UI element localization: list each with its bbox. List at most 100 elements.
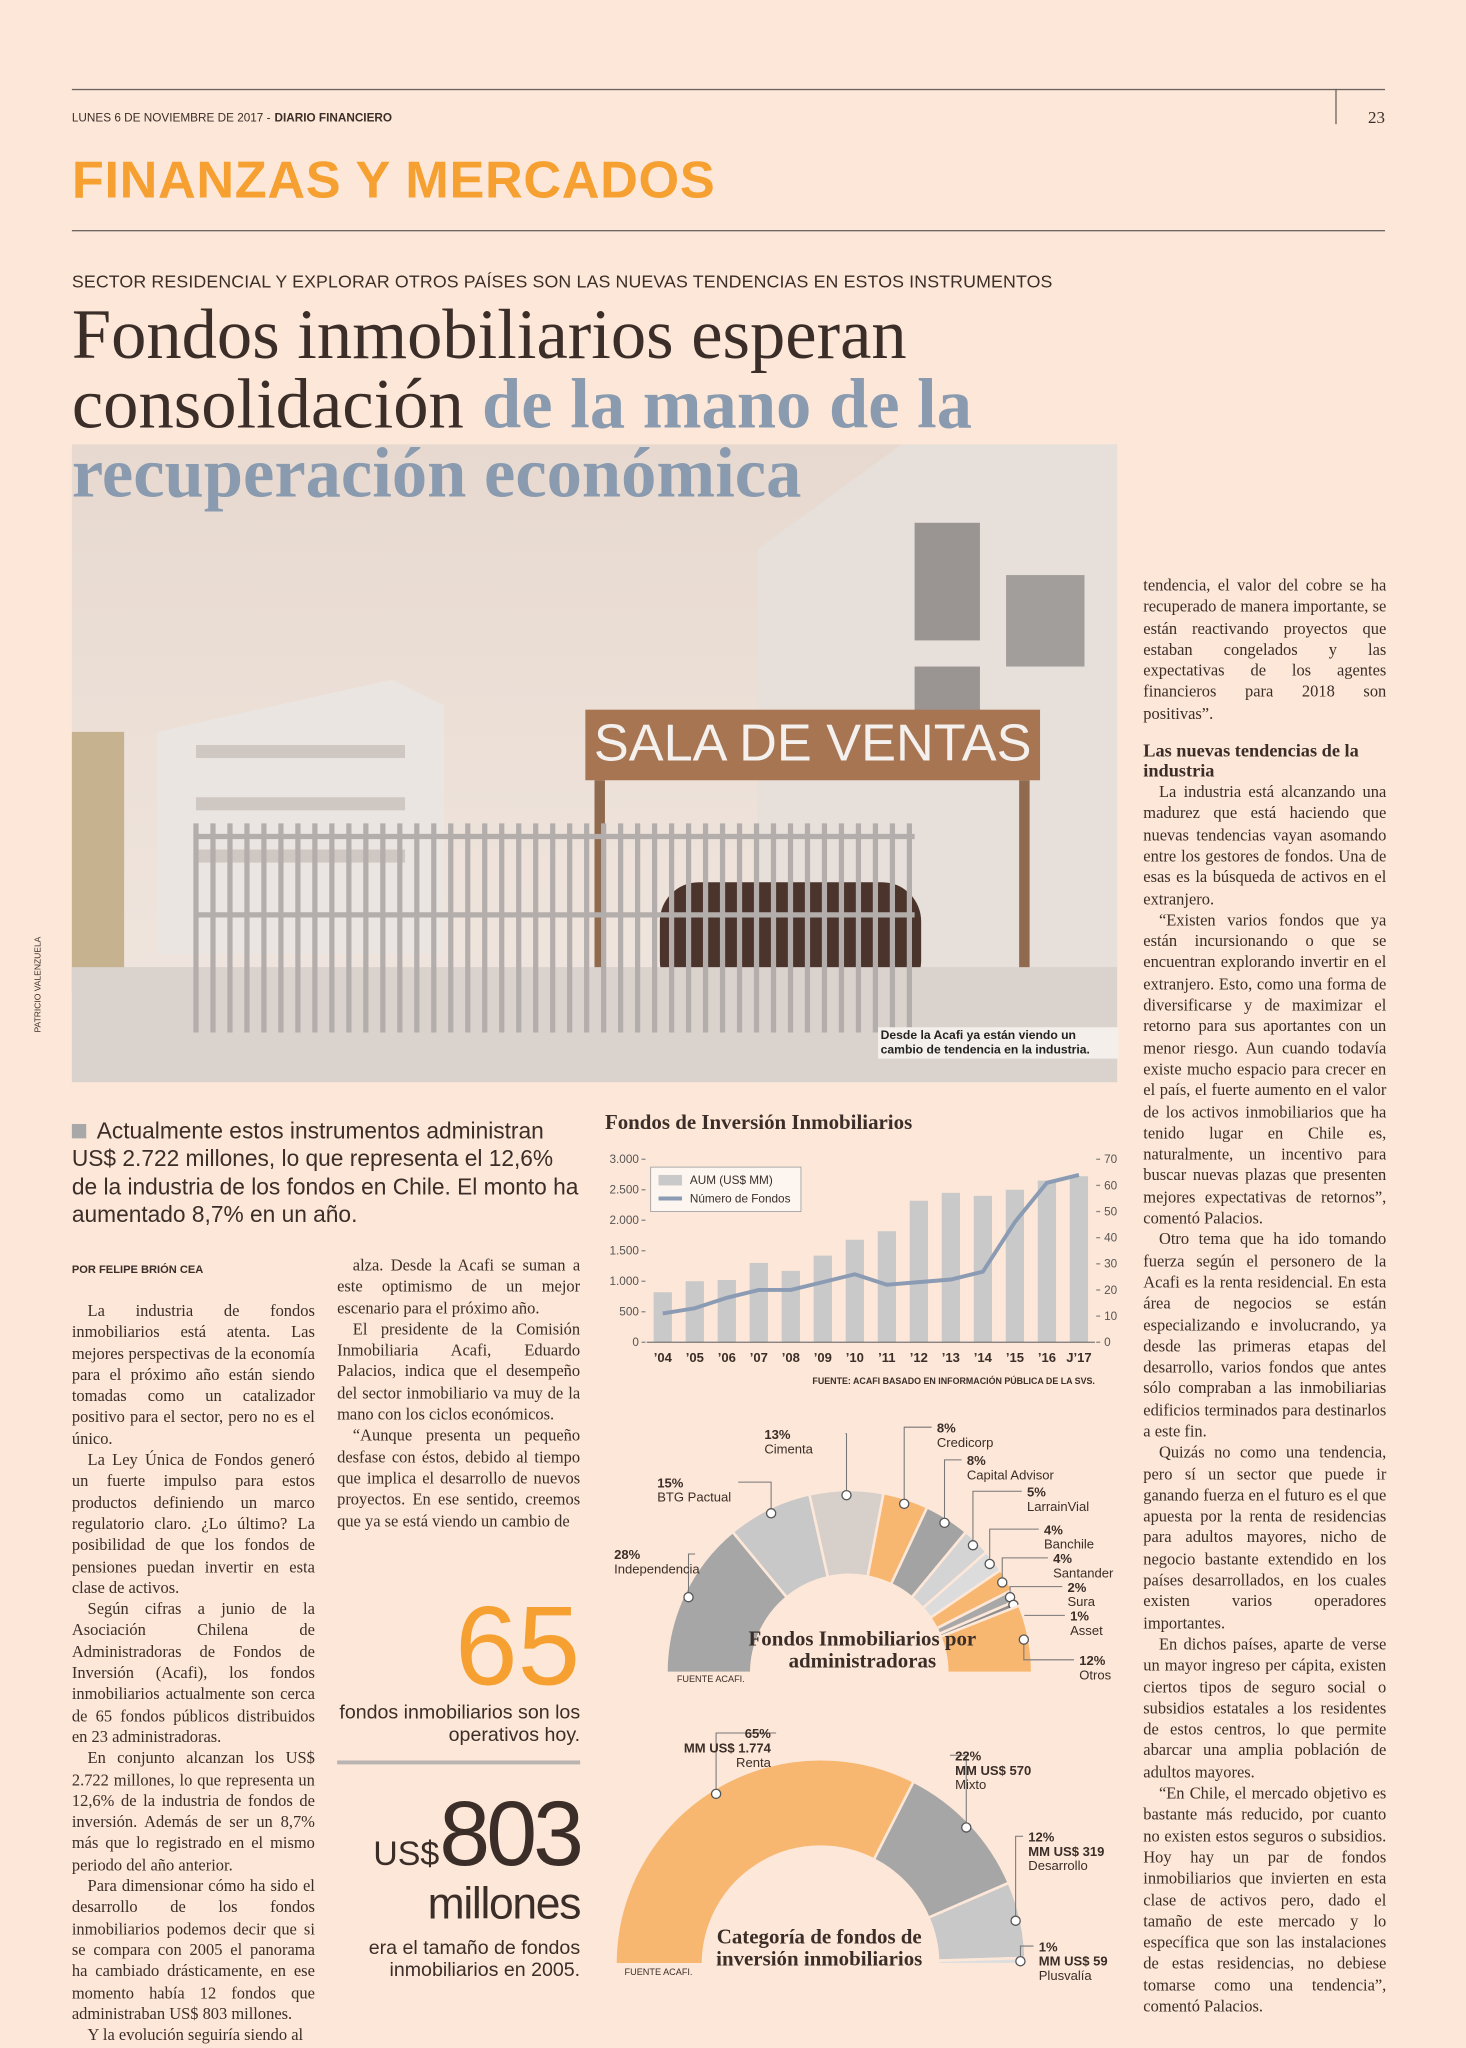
- bar: [845, 1239, 864, 1343]
- paragraph: Y la evolución seguiría siendo al: [87, 2025, 304, 2045]
- chart-source: FUENTE ACAFI.: [625, 1967, 693, 1977]
- x-tick-label: ’05: [686, 1350, 704, 1365]
- chart-title: Categoría de fondos de inversión inmobil…: [716, 1926, 923, 1971]
- paragraph: “En Chile, el mercado objetivo es bastan…: [1143, 1784, 1387, 2016]
- leader-line: [1009, 1586, 1063, 1598]
- leader-dot: [967, 1540, 979, 1551]
- leader-line: [738, 1481, 772, 1514]
- slice-name-label: Santander: [1053, 1565, 1114, 1580]
- leader-dot: [1015, 1955, 1026, 1967]
- leader-line: [1023, 1639, 1075, 1661]
- bar: [781, 1270, 800, 1343]
- leader-dot: [1010, 1915, 1021, 1926]
- headline-line: Fondos inmobiliarios esperan: [72, 299, 972, 370]
- bar: [717, 1280, 736, 1343]
- headline: Fondos inmobiliarios esperan consolidació…: [71, 299, 973, 509]
- slice-value-label: 15%: [657, 1475, 684, 1490]
- slice-value-label: 12%: [1028, 1829, 1055, 1844]
- x-tick-label: ’16: [1038, 1350, 1056, 1365]
- top-rule: [71, 88, 1385, 91]
- donut-slice: [938, 1603, 1034, 1675]
- slice-name-label: Desarrollo: [1028, 1858, 1087, 1873]
- kicker: SECTOR RESIDENCIAL Y EXPLORAR OTROS PAÍS…: [71, 271, 1053, 292]
- stats-rule: [337, 1760, 581, 1765]
- x-tick-label: ’11: [878, 1350, 895, 1365]
- x-tick-label: ’06: [718, 1350, 736, 1365]
- slice-name-label: Mixto: [955, 1777, 986, 1792]
- charts: 0 500 1.000 1.500 2.000 2.500 3.000 0 10 20 30 40 50…: [610, 1153, 1118, 1983]
- photo-credit: PATRICIO VALENZUELA: [33, 936, 44, 1033]
- photo-caption: Desde la Acafi ya están viendo un cambio…: [878, 1027, 1119, 1059]
- donut-slice: [614, 1757, 916, 1966]
- slice-name-label: BTG Pactual: [657, 1490, 731, 1505]
- headline-part: de la mano de la: [482, 364, 973, 444]
- headline-part: recuperación económica: [71, 433, 802, 513]
- headline-line: recuperación económica: [72, 438, 972, 509]
- bar: [749, 1262, 768, 1343]
- y-tick-label: 1.500: [610, 1245, 640, 1258]
- slice-value-label: 8%: [967, 1453, 986, 1468]
- leader-dot: [765, 1508, 777, 1519]
- y-tick-label: 2.000: [610, 1214, 640, 1227]
- leader-line: [949, 1754, 967, 1828]
- y-tick-label: 2.500: [610, 1184, 640, 1197]
- leader-dot: [939, 1517, 950, 1529]
- leader-dot: [841, 1489, 852, 1501]
- sign-text: SALA DE VENTAS: [594, 715, 1032, 773]
- x-tick-label: ’10: [846, 1350, 864, 1365]
- column-right: tendencia, el valor del cobre se ha recu…: [1143, 575, 1386, 2017]
- y2-tick-label: 40: [1104, 1232, 1118, 1245]
- legend-label: Número de Fondos: [690, 1192, 791, 1205]
- slice-value-label: 22%: [955, 1748, 982, 1763]
- bar: [1037, 1180, 1057, 1343]
- leader-line: [1015, 1835, 1024, 1921]
- leader-dot: [1018, 1634, 1030, 1645]
- stat-unit: millones: [427, 1879, 582, 1930]
- chart-source: FUENTE ACAFI.: [677, 1674, 745, 1684]
- paragraph: Otro tema que ha ido tomando fuerza segú…: [1143, 1230, 1387, 1441]
- paragraph: El presidente de la Comisión Inmobiliari…: [337, 1319, 581, 1424]
- stat-number: 65: [455, 1584, 581, 1710]
- section-title: FINANZAS Y MERCADOS: [71, 151, 716, 210]
- header-divider: [1335, 88, 1337, 125]
- bar: [877, 1231, 896, 1343]
- slice-value-label: 1%: [1039, 1939, 1058, 1954]
- paragraph: alza. Desde la Acafi se suman a este opt…: [337, 1255, 581, 1317]
- slice-value-label: 4%: [1044, 1522, 1063, 1537]
- leader-dot: [984, 1558, 995, 1570]
- slice-value-label: 12%: [1079, 1653, 1106, 1668]
- paragraph: La industria de fondos inmobiliarios est…: [71, 1301, 315, 1448]
- paragraph: En dichos países, aparte de verse un may…: [1143, 1634, 1387, 1782]
- balcony: [195, 797, 406, 811]
- y2-tick-label: 10: [1104, 1310, 1118, 1323]
- column-middle: alza. Desde la Acafi se suman a este opt…: [337, 1255, 580, 1532]
- x-tick-label: ’15: [1006, 1350, 1024, 1365]
- slice-name-label: Asset: [1070, 1623, 1103, 1638]
- x-tick-label: J’17: [1066, 1350, 1091, 1365]
- bar: [685, 1281, 704, 1343]
- bar: [653, 1292, 672, 1343]
- paragraph: La industria está alcanzando una madurez…: [1143, 782, 1387, 908]
- stat-number: 803: [439, 1782, 584, 1885]
- leader-dot: [898, 1498, 910, 1510]
- leader-line: [715, 1732, 777, 1794]
- stat-prefix: US$: [373, 1833, 440, 1873]
- legend-label: AUM (US$ MM): [690, 1174, 773, 1187]
- slice-value-label: 65%: [745, 1726, 772, 1741]
- donut-slice: [936, 1956, 1027, 1966]
- slice-value-label: 1%: [1070, 1609, 1089, 1624]
- leader-line: [903, 1426, 932, 1504]
- y2-tick-label: 0: [1104, 1336, 1111, 1349]
- slice-amount-label: MM US$ 570: [955, 1763, 1031, 1778]
- y2-tick-label: 30: [1104, 1258, 1118, 1271]
- headline-part: consolidación: [71, 364, 464, 444]
- paragraph: “Existen varios fondos que ya están incu…: [1143, 910, 1387, 1228]
- bar: [813, 1255, 832, 1343]
- slice-name-label: Renta: [736, 1755, 772, 1770]
- slice-name-label: Otros: [1079, 1667, 1111, 1682]
- bar: [909, 1200, 929, 1343]
- leader-dot: [683, 1591, 694, 1603]
- leader-line: [972, 1490, 1022, 1546]
- x-tick-label: ’14: [974, 1350, 993, 1365]
